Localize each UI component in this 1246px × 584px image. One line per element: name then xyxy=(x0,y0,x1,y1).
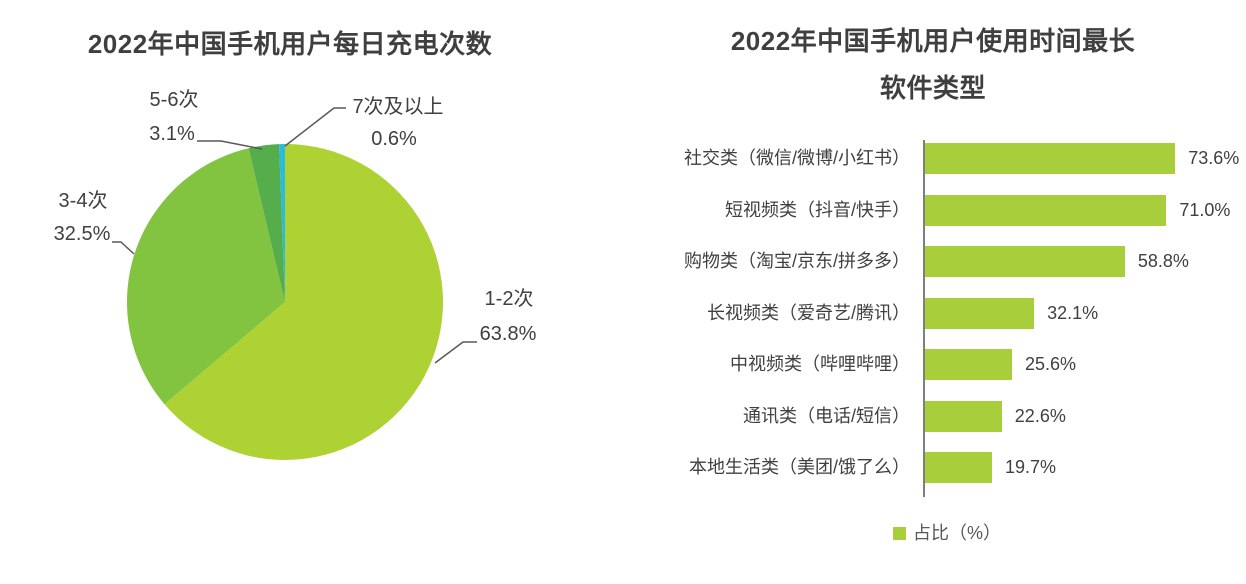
bar-chart-title-line2: 软件类型 xyxy=(879,73,986,103)
bar-row-2: 购物类（淘宝/京东/拼多多） 58.8% xyxy=(620,246,1246,277)
pie-slice-value-1-2次: 63.8% xyxy=(479,323,537,345)
bar-chart-section: 2022年中国手机用户使用时间最长 软件类型 社交类（微信/微博/小红书） 73.… xyxy=(620,0,1246,584)
legend-label: 占比（%） xyxy=(912,523,1002,543)
pie-leader-lines xyxy=(112,107,477,364)
pie-slice-value-7次及以上: 0.6% xyxy=(371,128,417,150)
bar-row-5: 通讯类（电话/短信） 22.6% xyxy=(620,400,1246,432)
bar-row-3: 长视频类（爱奇艺/腾讯） 32.1% xyxy=(620,297,1246,329)
leader-line-7次及以上 xyxy=(284,107,346,147)
bar-row-1: 短视频类（抖音/快手） 71.0% xyxy=(620,194,1246,226)
pie-slice-name-3-4次: 3-4次 xyxy=(58,190,108,212)
pie-slices xyxy=(126,143,443,460)
pie-slice-7次及以上 xyxy=(279,143,285,302)
bar-category-label: 本地生活类（美团/饿了么） xyxy=(689,457,910,477)
bar-category-label: 短视频类（抖音/快手） xyxy=(725,199,910,220)
pie-slice-5-6次 xyxy=(248,144,285,302)
bar xyxy=(925,297,1035,329)
pie-slice-value-3-4次: 32.5% xyxy=(53,223,111,245)
pie-chart xyxy=(112,107,477,460)
pie-chart-title: 2022年中国手机用户每日充电次数 xyxy=(87,29,493,59)
bar xyxy=(925,194,1167,226)
bar-chart-title-line1: 2022年中国手机用户使用时间最长 xyxy=(730,26,1136,56)
pie-chart-section: 2022年中国手机用户每日充电次数 1-2次 63.8% 3-4次 32.5% … xyxy=(0,0,580,584)
pie-slice-value-5-6次: 3.1% xyxy=(149,123,195,145)
bar-chart-title: 2022年中国手机用户使用时间最长 软件类型 xyxy=(620,18,1246,112)
bar-row-0: 社交类（微信/微博/小红书） 73.6% xyxy=(620,143,1246,174)
bar-category-label: 购物类（淘宝/京东/拼多多） xyxy=(683,251,910,271)
pie-slice-1-2次 xyxy=(164,144,443,460)
bar-value-label: 73.6% xyxy=(1188,148,1240,168)
bar xyxy=(925,452,992,483)
leader-line-1-2次 xyxy=(434,341,477,364)
bar xyxy=(925,143,1176,174)
leader-line-3-4次 xyxy=(112,241,135,255)
bar-value-label: 25.6% xyxy=(1025,354,1077,374)
bar-category-axis xyxy=(923,140,925,497)
bar xyxy=(925,246,1125,277)
legend-swatch-icon xyxy=(892,526,906,540)
leader-line-5-6次 xyxy=(197,140,263,150)
pie-slice-name-7次及以上: 7次及以上 xyxy=(352,96,444,118)
bar xyxy=(925,400,1002,432)
bar-row-4: 中视频类（哔哩哔哩） 25.6% xyxy=(620,349,1246,380)
bar-value-label: 22.6% xyxy=(1014,405,1066,426)
bar-category-label: 社交类（微信/微博/小红书） xyxy=(683,148,910,168)
bar-category-label: 通讯类（电话/短信） xyxy=(742,405,910,426)
bar-value-label: 19.7% xyxy=(1005,457,1057,477)
bar-chart-legend: 占比（%） xyxy=(892,520,1002,546)
pie-slice-name-1-2次: 1-2次 xyxy=(484,288,534,310)
bar-row-6: 本地生活类（美团/饿了么） 19.7% xyxy=(620,452,1246,483)
pie-slice-3-4次 xyxy=(126,148,286,405)
pie-slice-name-5-6次: 5-6次 xyxy=(149,89,199,111)
bar xyxy=(925,349,1012,380)
bar-category-label: 长视频类（爱奇艺/腾讯） xyxy=(707,302,910,323)
bar-value-label: 71.0% xyxy=(1179,199,1231,220)
bar-category-label: 中视频类（哔哩哔哩） xyxy=(730,354,910,374)
bar-value-label: 32.1% xyxy=(1047,302,1099,323)
bar-value-label: 58.8% xyxy=(1137,251,1189,271)
bar-rows: 社交类（微信/微博/小红书） 73.6% 短视频类（抖音/快手） 71.0% 购物类（淘… xyxy=(620,140,1246,500)
